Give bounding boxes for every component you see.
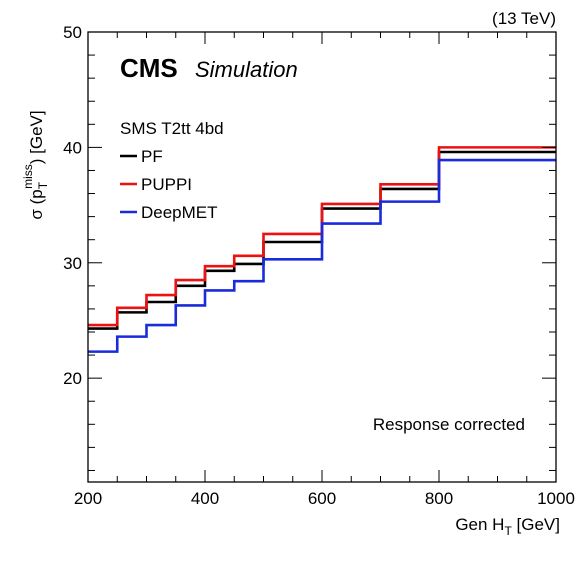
x-tick-label: 400 [191, 489, 219, 508]
x-tick-label: 1000 [537, 489, 575, 508]
legend-label-deepmet: DeepMET [141, 203, 218, 222]
x-tick-label: 200 [74, 489, 102, 508]
y-tick-label: 40 [63, 138, 82, 157]
x-tick-label: 600 [308, 489, 336, 508]
y-tick-label: 50 [63, 23, 82, 42]
legend-label-pf: PF [141, 147, 163, 166]
series-line-puppi [88, 146, 556, 327]
legend-header: SMS T2tt 4bd [120, 119, 224, 138]
y-tick-label: 30 [63, 254, 82, 273]
annotation: Response corrected [373, 415, 525, 434]
x-axis-label: Gen HT [GeV] [455, 515, 560, 538]
series-layer [88, 146, 556, 353]
y-axis-label: σ (pTmiss) [GeV] [21, 110, 50, 219]
cms-label: CMS [120, 53, 178, 83]
simulation-label: Simulation [195, 57, 298, 82]
series-line-deepmet [88, 158, 556, 353]
legend: PF PUPPI DeepMET [120, 147, 218, 222]
x-tick-label: 800 [425, 489, 453, 508]
energy-label: (13 TeV) [492, 9, 556, 28]
ticks-layer: 200 400 600 800 1000 20 30 40 50 [63, 23, 575, 508]
y-tick-label: 20 [63, 369, 82, 388]
legend-label-puppi: PUPPI [141, 175, 192, 194]
